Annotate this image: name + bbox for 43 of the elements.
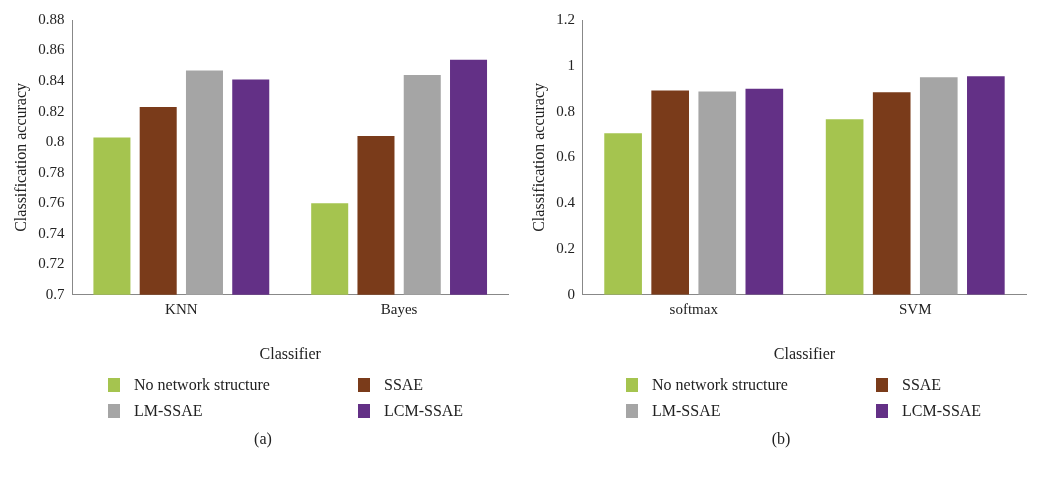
bar: [651, 90, 690, 295]
legend-label: LM-SSAE: [134, 402, 203, 420]
x-tick-label: Bayes: [380, 300, 418, 317]
y-tick-label: 0.74: [38, 224, 65, 241]
y-tick-label: 0.4: [556, 194, 576, 211]
x-tick-label: softmax: [669, 300, 719, 317]
bar: [919, 77, 958, 295]
x-tick-label: KNN: [165, 300, 198, 317]
y-tick-label: 0.6: [556, 148, 576, 165]
bar: [872, 92, 911, 295]
bar: [825, 119, 864, 295]
legend-label: LM-SSAE: [652, 402, 721, 420]
y-tick-label: 0.72: [38, 255, 65, 272]
y-tick-label: 0.8: [556, 102, 575, 119]
y-axis-title: Classification accuracy: [11, 82, 30, 232]
y-tick-label: 0: [567, 285, 575, 302]
text: (b): [770, 430, 792, 448]
bar: [698, 91, 737, 295]
legend-label: No network structure: [652, 376, 788, 394]
y-tick-label: 0.78: [38, 163, 65, 180]
text: (a): [253, 430, 273, 448]
bar: [745, 88, 784, 295]
x-axis-title: Classifier: [259, 344, 322, 362]
bar: [967, 76, 1005, 295]
legend-label: SSAE: [902, 376, 942, 394]
bar: [604, 133, 642, 295]
x-tick-label: SVM: [898, 300, 932, 317]
y-tick-label: 1.2: [556, 10, 575, 27]
y-tick-label: 0.84: [38, 72, 65, 88]
x-axis-title: Classifier: [773, 344, 836, 362]
y-tick-label: 0.76: [38, 194, 65, 211]
y-tick-label: 0.82: [38, 102, 65, 119]
legend-label: SSAE: [384, 376, 424, 394]
y-tick-label: 0.8: [45, 133, 65, 150]
y-tick-label: 0.2: [556, 239, 575, 256]
legend-label: LCM-SSAE: [902, 402, 982, 420]
y-axis-title: Classification accuracy: [529, 82, 548, 232]
legend-label: LCM-SSAE: [384, 402, 464, 420]
y-tick-label: 0.86: [38, 41, 65, 58]
y-tick-label: 0.7: [45, 285, 65, 302]
legend-label: No network structure: [134, 376, 270, 394]
y-tick-label: 0.88: [38, 10, 65, 27]
y-tick-label: 1: [567, 56, 575, 73]
